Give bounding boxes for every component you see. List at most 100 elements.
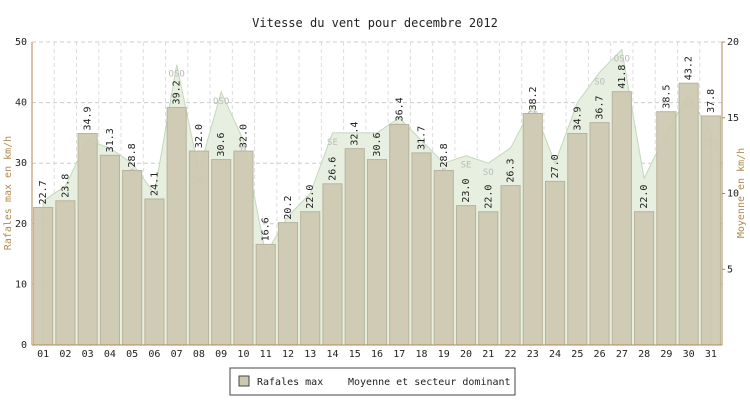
sector-label: SE <box>327 138 338 148</box>
sector-label: SO <box>483 168 494 178</box>
bar <box>99 154 120 346</box>
x-tick-label: 30 <box>683 349 695 360</box>
x-tick-label: 24 <box>549 349 561 360</box>
bar-value-label: 28.8 <box>439 143 450 167</box>
bar-value-label: 24.1 <box>149 172 160 196</box>
bar-value-label: 32.0 <box>238 124 249 148</box>
y-tick-label: 30 <box>15 158 27 169</box>
bar-value-label: 26.3 <box>506 159 517 183</box>
bar-value-label: 32.0 <box>194 124 205 148</box>
x-tick-label: 05 <box>126 349 138 360</box>
x-tick-label: 16 <box>371 349 383 360</box>
bar-value-label: 36.4 <box>394 97 405 121</box>
bar-value-label: 20.2 <box>283 195 294 219</box>
chart-title: Vitesse du vent pour decembre 2012 <box>252 16 498 30</box>
x-tick-label: 02 <box>59 349 71 360</box>
bar-value-label: 37.8 <box>706 89 717 113</box>
sector-label: OSO <box>614 55 630 65</box>
y-tick-label: 50 <box>15 37 27 48</box>
bar <box>77 133 98 346</box>
x-tick-label: 06 <box>148 349 160 360</box>
sector-label: SE <box>461 161 472 171</box>
x-tick-label: 03 <box>82 349 94 360</box>
bar-value-label: 36.7 <box>595 96 606 120</box>
y-tick-label: 10 <box>15 279 27 290</box>
bar-value-label: 28.8 <box>127 143 138 167</box>
bar-value-label: 32.4 <box>350 122 361 146</box>
sector-label: OSO <box>213 97 229 107</box>
bar <box>522 113 543 346</box>
bar-value-label: 30.6 <box>216 132 227 156</box>
bar <box>366 159 388 346</box>
x-tick-label: 20 <box>460 349 472 360</box>
legend-label: Moyenne et secteur dominant <box>348 377 511 388</box>
bar-value-label: 22.0 <box>305 185 316 209</box>
bar-value-label: 31.7 <box>417 126 428 150</box>
x-tick-label: 29 <box>660 349 672 360</box>
bar <box>55 200 76 346</box>
x-tick-label: 23 <box>527 349 539 360</box>
bar <box>322 183 343 346</box>
x-tick-label: 19 <box>438 349 450 360</box>
x-tick-label: 28 <box>638 349 650 360</box>
bar <box>544 180 566 346</box>
bar <box>700 115 721 346</box>
x-tick-label: 21 <box>482 349 494 360</box>
bar-value-label: 43.2 <box>684 56 695 80</box>
x-tick-label: 07 <box>171 349 183 360</box>
y2-tick-label: 10 <box>727 189 739 200</box>
bar <box>255 243 276 346</box>
y-axis-label: Rafales max en km/h <box>3 136 14 250</box>
bar <box>478 211 499 346</box>
bar <box>433 169 454 346</box>
x-tick-label: 13 <box>304 349 316 360</box>
sector-label: O <box>241 145 246 155</box>
y-tick-label: 0 <box>21 340 27 351</box>
bar <box>188 150 210 346</box>
y2-tick-label: 15 <box>727 113 739 124</box>
bar-value-label: 34.9 <box>83 106 94 130</box>
bar <box>411 152 432 346</box>
bar-value-label: 38.5 <box>661 85 672 109</box>
legend-box <box>229 367 516 396</box>
bar <box>656 111 677 346</box>
x-tick-label: 01 <box>37 349 49 360</box>
bar <box>300 211 321 346</box>
x-tick-label: 10 <box>237 349 249 360</box>
bar-value-label: 31.3 <box>105 128 116 152</box>
bar <box>344 148 365 346</box>
bar-value-label: 27.0 <box>550 154 561 178</box>
bar <box>589 122 610 346</box>
bar <box>233 150 254 346</box>
bar <box>455 205 477 346</box>
bar <box>33 206 54 346</box>
sector-label: OSO <box>169 70 185 80</box>
bar <box>122 169 143 346</box>
sector-label: SO <box>594 77 605 87</box>
x-tick-label: 22 <box>505 349 517 360</box>
x-tick-label: 26 <box>594 349 606 360</box>
bar <box>634 211 655 346</box>
x-tick-label: 25 <box>571 349 583 360</box>
bar <box>144 198 165 346</box>
bar-value-label: 23.8 <box>60 174 71 198</box>
legend-swatch <box>238 375 250 387</box>
bar <box>389 123 410 346</box>
x-tick-label: 27 <box>616 349 628 360</box>
bar <box>678 82 699 346</box>
y-tick-label: 20 <box>15 219 27 230</box>
bar <box>211 159 232 346</box>
bar <box>166 106 187 346</box>
x-tick-label: 15 <box>349 349 361 360</box>
y2-tick-label: 20 <box>727 37 739 48</box>
x-tick-label: 04 <box>104 349 116 360</box>
bar-value-label: 39.2 <box>172 80 183 104</box>
y2-axis-label: Moyenne en km/h <box>736 148 747 238</box>
y-tick-label: 40 <box>15 98 27 109</box>
bar <box>500 185 521 346</box>
bar-value-label: 30.6 <box>372 132 383 156</box>
y2-tick-label: 5 <box>727 264 733 275</box>
x-tick-label: 17 <box>393 349 405 360</box>
bar <box>567 133 588 346</box>
